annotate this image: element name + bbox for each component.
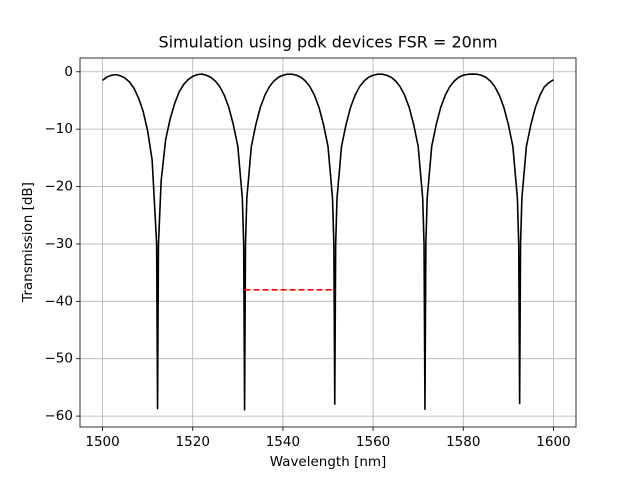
x-tick-label: 1520 [176,434,210,450]
x-tick-label: 1500 [85,434,119,450]
x-tick-label: 1580 [446,434,480,450]
x-tick-label: 1560 [356,434,390,450]
y-tick-label: 0 [64,64,73,80]
y-tick-label: −50 [45,351,74,367]
y-tick-label: −60 [45,408,74,424]
data-line [102,73,554,411]
y-tick-label: −10 [45,121,74,137]
x-tick-label: 1600 [536,434,570,450]
x-axis-label: Wavelength [nm] [270,454,387,470]
plot-frame [79,57,577,428]
y-axis-label: Transmission [dB] [20,182,36,303]
y-tick-label: −20 [45,179,74,195]
y-tick-label: −40 [45,293,74,309]
chart-title: Simulation using pdk devices FSR = 20nm [158,33,497,52]
x-tick-label: 1540 [266,434,300,450]
y-tick-label: −30 [45,236,74,252]
